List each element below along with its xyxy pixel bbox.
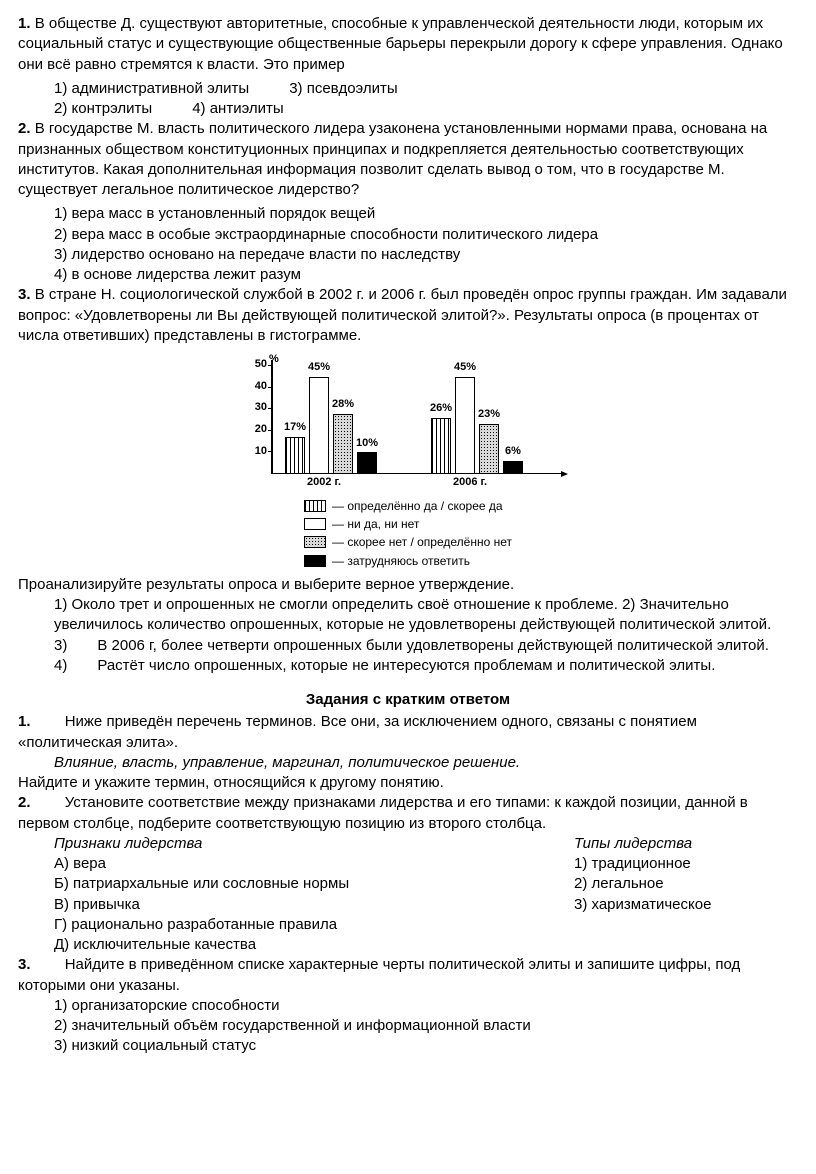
s2-left-g: Г) рационально разработанные правила — [54, 915, 574, 935]
q2-options: 1) вера масс в установленный порядок вещ… — [18, 204, 798, 285]
legend-label: — затрудняюсь ответить — [332, 553, 470, 569]
q1-opt4: 4) антиэлиты — [192, 99, 284, 119]
short-3: 3. Найдите в приведённом списке характер… — [18, 955, 798, 996]
chart-bar — [455, 377, 475, 474]
legend-item: — затрудняюсь ответить — [304, 553, 512, 569]
s1-after: Найдите и укажите термин, относящийся к … — [18, 773, 798, 793]
s1-text: Ниже приведён перечень терминов. Все они… — [18, 713, 697, 750]
q1-opt3: 3) псевдоэлиты — [289, 79, 397, 99]
legend-item: — ни да, ни нет — [304, 516, 512, 532]
q2-number: 2. — [18, 120, 31, 137]
chart-bar — [285, 437, 305, 474]
legend-swatch — [304, 536, 326, 548]
q1-text: В обществе Д. существуют авторитетные, с… — [18, 15, 783, 73]
question-1: 1. В обществе Д. существуют авторитетные… — [18, 14, 798, 75]
s3-opt2: 2) значительный объём государственной и … — [54, 1016, 798, 1036]
s2-columns: Признаки лидерства А) вера Б) патриархал… — [18, 834, 798, 956]
s2-right-1: 1) традиционное — [574, 854, 798, 874]
question-3: 3. В стране Н. социологической службой в… — [18, 285, 798, 346]
chart-bar — [479, 424, 499, 474]
s2-right-3: 3) харизматическое — [574, 895, 798, 915]
q3-number: 3. — [18, 286, 31, 303]
q3-opt1: 1) Около трет и опрошенных не смогли опр… — [54, 595, 798, 636]
q3-opt4: 4) Растёт число опрошенных, которые не и… — [54, 656, 798, 676]
s2-left-a: А) вера — [54, 854, 574, 874]
s3-opt3: 3) низкий социальный статус — [54, 1036, 798, 1056]
q2-opt4: 4) в основе лидерства лежит разум — [54, 265, 798, 285]
q3-opt3: 3) В 2006 г, более четверти опрошенных б… — [54, 636, 798, 656]
section-title: Задания с кратким ответом — [18, 690, 798, 710]
q2-opt2: 2) вера масс в особые экстраординарные с… — [54, 225, 798, 245]
s2-left-v: В) привычка — [54, 895, 574, 915]
legend-label: — определённо да / скорее да — [332, 498, 503, 514]
s2-left-header: Признаки лидерства — [54, 834, 574, 854]
legend-swatch — [304, 518, 326, 530]
q3-text: В стране Н. социологической службой в 20… — [18, 286, 787, 344]
s3-text: Найдите в приведённом списке характерные… — [18, 956, 740, 993]
chart-bar — [503, 461, 523, 474]
q1-options: 1) административной элиты 3) псевдоэлиты… — [18, 79, 798, 120]
s2-text: Установите соответствие между признаками… — [18, 794, 748, 831]
q3-instruction: Проанализируйте результаты опроса и выбе… — [18, 575, 798, 595]
legend-item: — определённо да / скорее да — [304, 498, 512, 514]
legend-label: — скорее нет / определённо нет — [332, 534, 512, 550]
chart-bar — [333, 414, 353, 474]
short-1: 1. Ниже приведён перечень терминов. Все … — [18, 712, 798, 753]
question-2: 2. В государстве М. власть политического… — [18, 119, 798, 200]
chart-bar — [431, 418, 451, 474]
s2-right-2: 2) легальное — [574, 874, 798, 894]
s2-number: 2. — [18, 794, 31, 811]
survey-chart: %504030201017%45%28%10%2002 г.26%45%23%6… — [18, 352, 798, 571]
legend-label: — ни да, ни нет — [332, 516, 419, 532]
short-2: 2. Установите соответствие между признак… — [18, 793, 798, 834]
s3-options: 1) организаторские способности 2) значит… — [18, 996, 798, 1057]
legend-swatch — [304, 500, 326, 512]
chart-bar — [309, 377, 329, 474]
s2-right-header: Типы лидерства — [574, 834, 798, 854]
s3-opt1: 1) организаторские способности — [54, 996, 798, 1016]
legend-swatch — [304, 555, 326, 567]
s2-left-b: Б) патриархальные или сословные нормы — [54, 874, 574, 894]
chart-legend: — определённо да / скорее да — ни да, ни … — [304, 496, 512, 571]
q1-opt1: 1) административной элиты — [54, 79, 249, 99]
chart-bar — [357, 452, 377, 474]
q3-options: 1) Около трет и опрошенных не смогли опр… — [18, 595, 798, 676]
q2-opt3: 3) лидерство основано на передаче власти… — [54, 245, 798, 265]
q1-number: 1. — [18, 15, 31, 32]
q1-opt2: 2) контрэлиты — [54, 99, 152, 119]
s2-left-d: Д) исключительные качества — [54, 935, 574, 955]
s3-number: 3. — [18, 956, 31, 973]
q2-text: В государстве М. власть политического ли… — [18, 120, 767, 198]
q2-opt1: 1) вера масс в установленный порядок вещ… — [54, 204, 798, 224]
legend-item: — скорее нет / определённо нет — [304, 534, 512, 550]
s1-terms: Влияние, власть, управление, маргинал, п… — [18, 753, 798, 773]
s1-number: 1. — [18, 713, 31, 730]
